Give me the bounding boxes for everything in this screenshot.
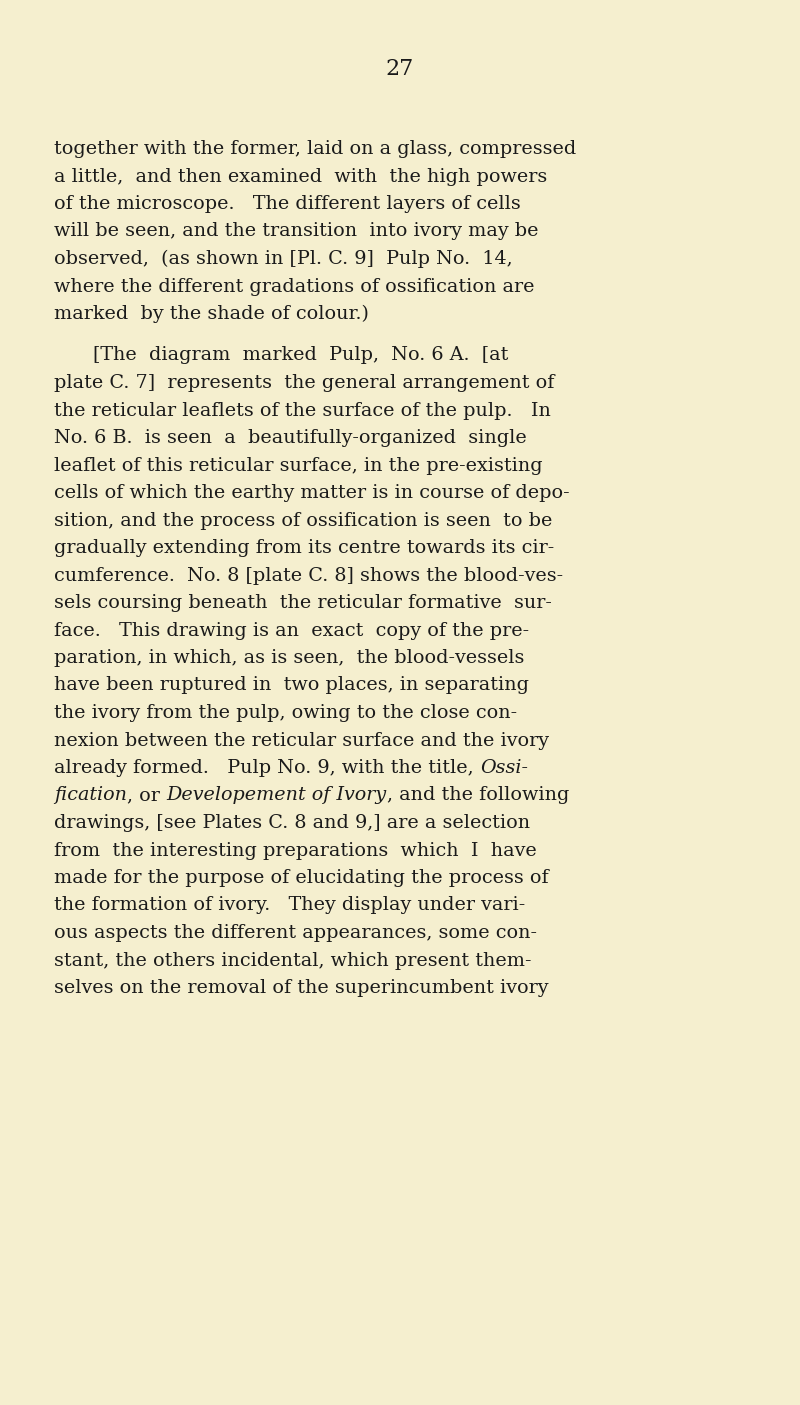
Text: together with the former, laid on a glass, compressed: together with the former, laid on a glas… xyxy=(54,140,577,157)
Text: sition, and the process of ossification is seen  to be: sition, and the process of ossification … xyxy=(54,511,553,530)
Text: No. 6 B.  is seen  a  beautifully-organized  single: No. 6 B. is seen a beautifully-organized… xyxy=(54,429,527,447)
Text: stant, the others incidental, which present them-: stant, the others incidental, which pres… xyxy=(54,951,532,969)
Text: already formed.   Pulp No. 9, with the title,: already formed. Pulp No. 9, with the tit… xyxy=(54,759,480,777)
Text: marked  by the shade of colour.): marked by the shade of colour.) xyxy=(54,305,370,323)
Text: gradually extending from its centre towards its cir-: gradually extending from its centre towa… xyxy=(54,540,554,556)
Text: of the microscope.   The different layers of cells: of the microscope. The different layers … xyxy=(54,195,521,214)
Text: ous aspects the different appearances, some con-: ous aspects the different appearances, s… xyxy=(54,924,538,941)
Text: will be seen, and the transition  into ivory may be: will be seen, and the transition into iv… xyxy=(54,222,539,240)
Text: the formation of ivory.   They display under vari-: the formation of ivory. They display und… xyxy=(54,896,526,915)
Text: [The  diagram  marked  Pulp,  No. 6 A.  [at: [The diagram marked Pulp, No. 6 A. [at xyxy=(93,347,508,364)
Text: the ivory from the pulp, owing to the close con-: the ivory from the pulp, owing to the cl… xyxy=(54,704,518,722)
Text: sels coursing beneath  the reticular formative  sur-: sels coursing beneath the reticular form… xyxy=(54,594,552,613)
Text: leaflet of this reticular surface, in the pre-existing: leaflet of this reticular surface, in th… xyxy=(54,457,543,475)
Text: , or: , or xyxy=(127,787,166,805)
Text: paration, in which, as is seen,  the blood-vessels: paration, in which, as is seen, the bloo… xyxy=(54,649,525,667)
Text: drawings, [see Plates C. 8 and 9,] are a selection: drawings, [see Plates C. 8 and 9,] are a… xyxy=(54,813,530,832)
Text: from  the interesting preparations  which  I  have: from the interesting preparations which … xyxy=(54,842,537,860)
Text: where the different gradations of ossification are: where the different gradations of ossifi… xyxy=(54,278,535,295)
Text: plate C. 7]  represents  the general arrangement of: plate C. 7] represents the general arran… xyxy=(54,374,554,392)
Text: cumference.  No. 8 [plate C. 8] shows the blood-ves-: cumference. No. 8 [plate C. 8] shows the… xyxy=(54,566,563,584)
Text: selves on the removal of the superincumbent ivory: selves on the removal of the superincumb… xyxy=(54,979,549,998)
Text: , and the following: , and the following xyxy=(386,787,569,805)
Text: Developement of Ivory: Developement of Ivory xyxy=(166,787,386,805)
Text: nexion between the reticular surface and the ivory: nexion between the reticular surface and… xyxy=(54,732,550,749)
Text: face.   This drawing is an  exact  copy of the pre-: face. This drawing is an exact copy of t… xyxy=(54,621,530,639)
Text: Ossi-: Ossi- xyxy=(480,759,528,777)
Text: 27: 27 xyxy=(386,58,414,80)
Text: have been ruptured in  two places, in separating: have been ruptured in two places, in sep… xyxy=(54,676,530,694)
Text: observed,  (as shown in [Pl. C. 9]  Pulp No.  14,: observed, (as shown in [Pl. C. 9] Pulp N… xyxy=(54,250,513,268)
Text: made for the purpose of elucidating the process of: made for the purpose of elucidating the … xyxy=(54,870,549,887)
Text: the reticular leaflets of the surface of the pulp.   In: the reticular leaflets of the surface of… xyxy=(54,402,551,420)
Text: fication: fication xyxy=(54,787,127,805)
Text: a little,  and then examined  with  the high powers: a little, and then examined with the hig… xyxy=(54,167,548,185)
Text: cells of which the earthy matter is in course of depo-: cells of which the earthy matter is in c… xyxy=(54,483,570,502)
